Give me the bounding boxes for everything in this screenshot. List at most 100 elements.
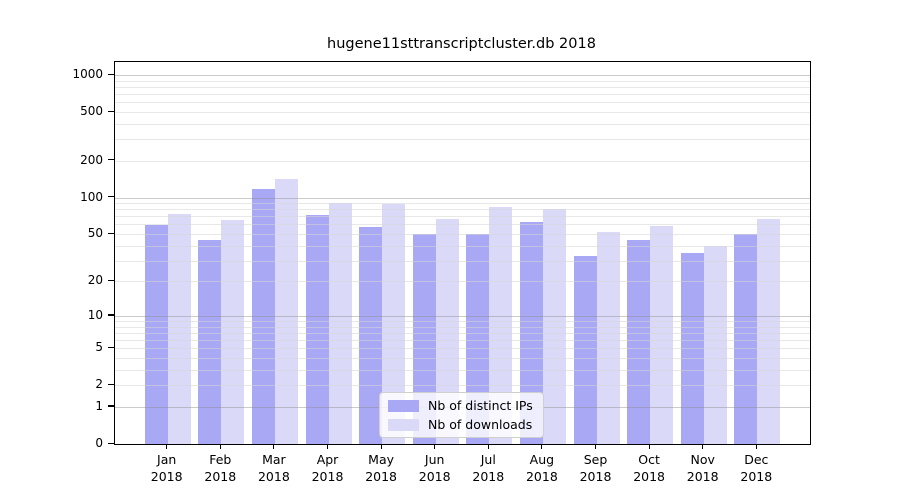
y-tick-label-2: 2 — [95, 377, 103, 392]
x-tick-year-oct: 2018 — [633, 469, 665, 484]
x-tick-year-aug: 2018 — [525, 469, 558, 484]
x-tick-year-may: 2018 — [365, 469, 397, 484]
x-tick-label-sep: Sep 2018 — [561, 451, 631, 485]
legend-swatch-distinct-ips — [388, 399, 419, 412]
x-tick-year-dec: 2018 — [740, 469, 773, 484]
x-tick-label-nov: Nov 2018 — [668, 451, 738, 485]
legend-item-downloads: Nb of downloads — [388, 417, 533, 432]
bar-downloads-sep — [596, 232, 620, 444]
x-tick-month-may: May — [368, 452, 395, 467]
x-tick-oct — [648, 444, 650, 449]
bar-downloads-may — [382, 204, 406, 444]
bar-downloads-dec — [757, 218, 781, 444]
x-tick-month-oct: Oct — [638, 452, 660, 467]
x-tick-label-may: May 2018 — [346, 451, 416, 485]
y-tick-50 — [108, 232, 114, 234]
y-tick-label-5: 5 — [95, 340, 103, 355]
x-tick-nov — [702, 444, 704, 449]
bar-distinct-ips-jan — [144, 225, 168, 444]
gridline-minor-900 — [115, 80, 810, 82]
plot-area — [114, 61, 811, 445]
bar-distinct-ips-sep — [573, 255, 597, 444]
gridline-minor-200 — [115, 160, 810, 162]
y-tick-label-20: 20 — [87, 273, 103, 288]
y-tick-5 — [108, 346, 114, 348]
chart-title: hugene11sttranscriptcluster.db 2018 — [327, 36, 596, 52]
x-tick-month-jul: Jul — [480, 452, 496, 467]
x-tick-sep — [594, 444, 597, 449]
legend-swatch-downloads — [388, 418, 419, 431]
bar-downloads-jun — [435, 218, 459, 444]
y-tick-label-100: 100 — [80, 189, 103, 204]
x-tick-jun — [434, 444, 436, 449]
bar-distinct-ips-oct — [627, 239, 651, 444]
gridline-minor-5 — [115, 348, 810, 350]
gridline-minor-50 — [115, 234, 810, 236]
x-tick-label-dec: Dec 2018 — [721, 451, 791, 485]
x-tick-month-dec: Dec — [744, 452, 769, 467]
gridline-minor-8 — [115, 326, 810, 328]
x-tick-year-jun: 2018 — [418, 469, 451, 484]
gridline-minor-4 — [115, 358, 810, 360]
legend-item-distinct-ips: Nb of distinct IPs — [388, 398, 533, 413]
gridline-major-1000 — [115, 75, 810, 77]
bar-downloads-feb — [221, 220, 245, 444]
gridline-minor-2 — [115, 385, 810, 387]
y-tick-200 — [108, 159, 114, 161]
y-tick-10 — [108, 314, 114, 316]
bar-downloads-nov — [703, 245, 727, 444]
legend-label-distinct-ips: Nb of distinct IPs — [428, 398, 533, 413]
x-tick-year-feb: 2018 — [204, 469, 237, 484]
legend: Nb of distinct IPs Nb of downloads — [379, 392, 544, 438]
y-tick-label-1000: 1000 — [72, 67, 103, 82]
x-tick-label-mar: Mar 2018 — [239, 451, 309, 485]
y-tick-label-0: 0 — [95, 436, 103, 450]
x-tick-label-apr: Apr 2018 — [293, 451, 363, 485]
x-tick-label-feb: Feb 2018 — [185, 451, 255, 485]
gridline-minor-6 — [115, 340, 810, 342]
x-tick-feb — [219, 444, 221, 449]
x-tick-month-jun: Jun — [424, 452, 445, 467]
gridline-minor-30 — [115, 260, 810, 262]
legend-label-downloads: Nb of downloads — [428, 417, 533, 432]
bar-downloads-aug — [542, 208, 566, 444]
bar-downloads-jul — [489, 207, 513, 444]
x-tick-month-mar: Mar — [262, 452, 286, 467]
gridline-minor-600 — [115, 102, 810, 104]
x-tick-month-aug: Aug — [529, 452, 555, 467]
bar-distinct-ips-mar — [251, 189, 275, 444]
bar-distinct-ips-feb — [198, 239, 222, 444]
gridline-minor-40 — [115, 245, 810, 247]
x-tick-jul — [487, 444, 489, 449]
bar-downloads-mar — [274, 179, 298, 444]
bar-downloads-oct — [650, 226, 674, 444]
y-tick-100 — [108, 196, 114, 198]
x-tick-mar — [273, 444, 275, 449]
x-tick-label-jul: Jul 2018 — [453, 451, 523, 485]
gridline-major-10 — [115, 315, 810, 317]
bar-distinct-ips-jul — [466, 234, 490, 444]
y-tick-500 — [108, 110, 114, 112]
bar-distinct-ips-may — [359, 227, 383, 444]
gridline-minor-400 — [115, 123, 810, 125]
x-tick-label-jan: Jan 2018 — [132, 451, 202, 485]
x-tick-month-apr: Apr — [316, 452, 339, 467]
gridline-minor-700 — [115, 94, 810, 96]
bar-distinct-ips-jun — [412, 234, 436, 444]
gridline-major-100 — [115, 197, 810, 199]
gridline-minor-3 — [115, 369, 810, 371]
y-tick-20 — [108, 279, 114, 282]
x-tick-year-apr: 2018 — [311, 469, 344, 484]
x-tick-year-sep: 2018 — [579, 469, 612, 484]
x-tick-aug — [541, 444, 543, 449]
y-tick-label-10: 10 — [87, 307, 103, 322]
y-tick-1000 — [108, 73, 114, 75]
x-tick-jan — [166, 444, 168, 449]
y-tick-0 — [108, 442, 114, 444]
x-tick-month-nov: Nov — [690, 452, 715, 467]
gridline-minor-300 — [115, 139, 810, 141]
x-tick-label-jun: Jun 2018 — [400, 451, 470, 485]
x-tick-label-oct: Oct 2018 — [614, 451, 684, 485]
y-tick-label-50: 50 — [87, 226, 103, 241]
